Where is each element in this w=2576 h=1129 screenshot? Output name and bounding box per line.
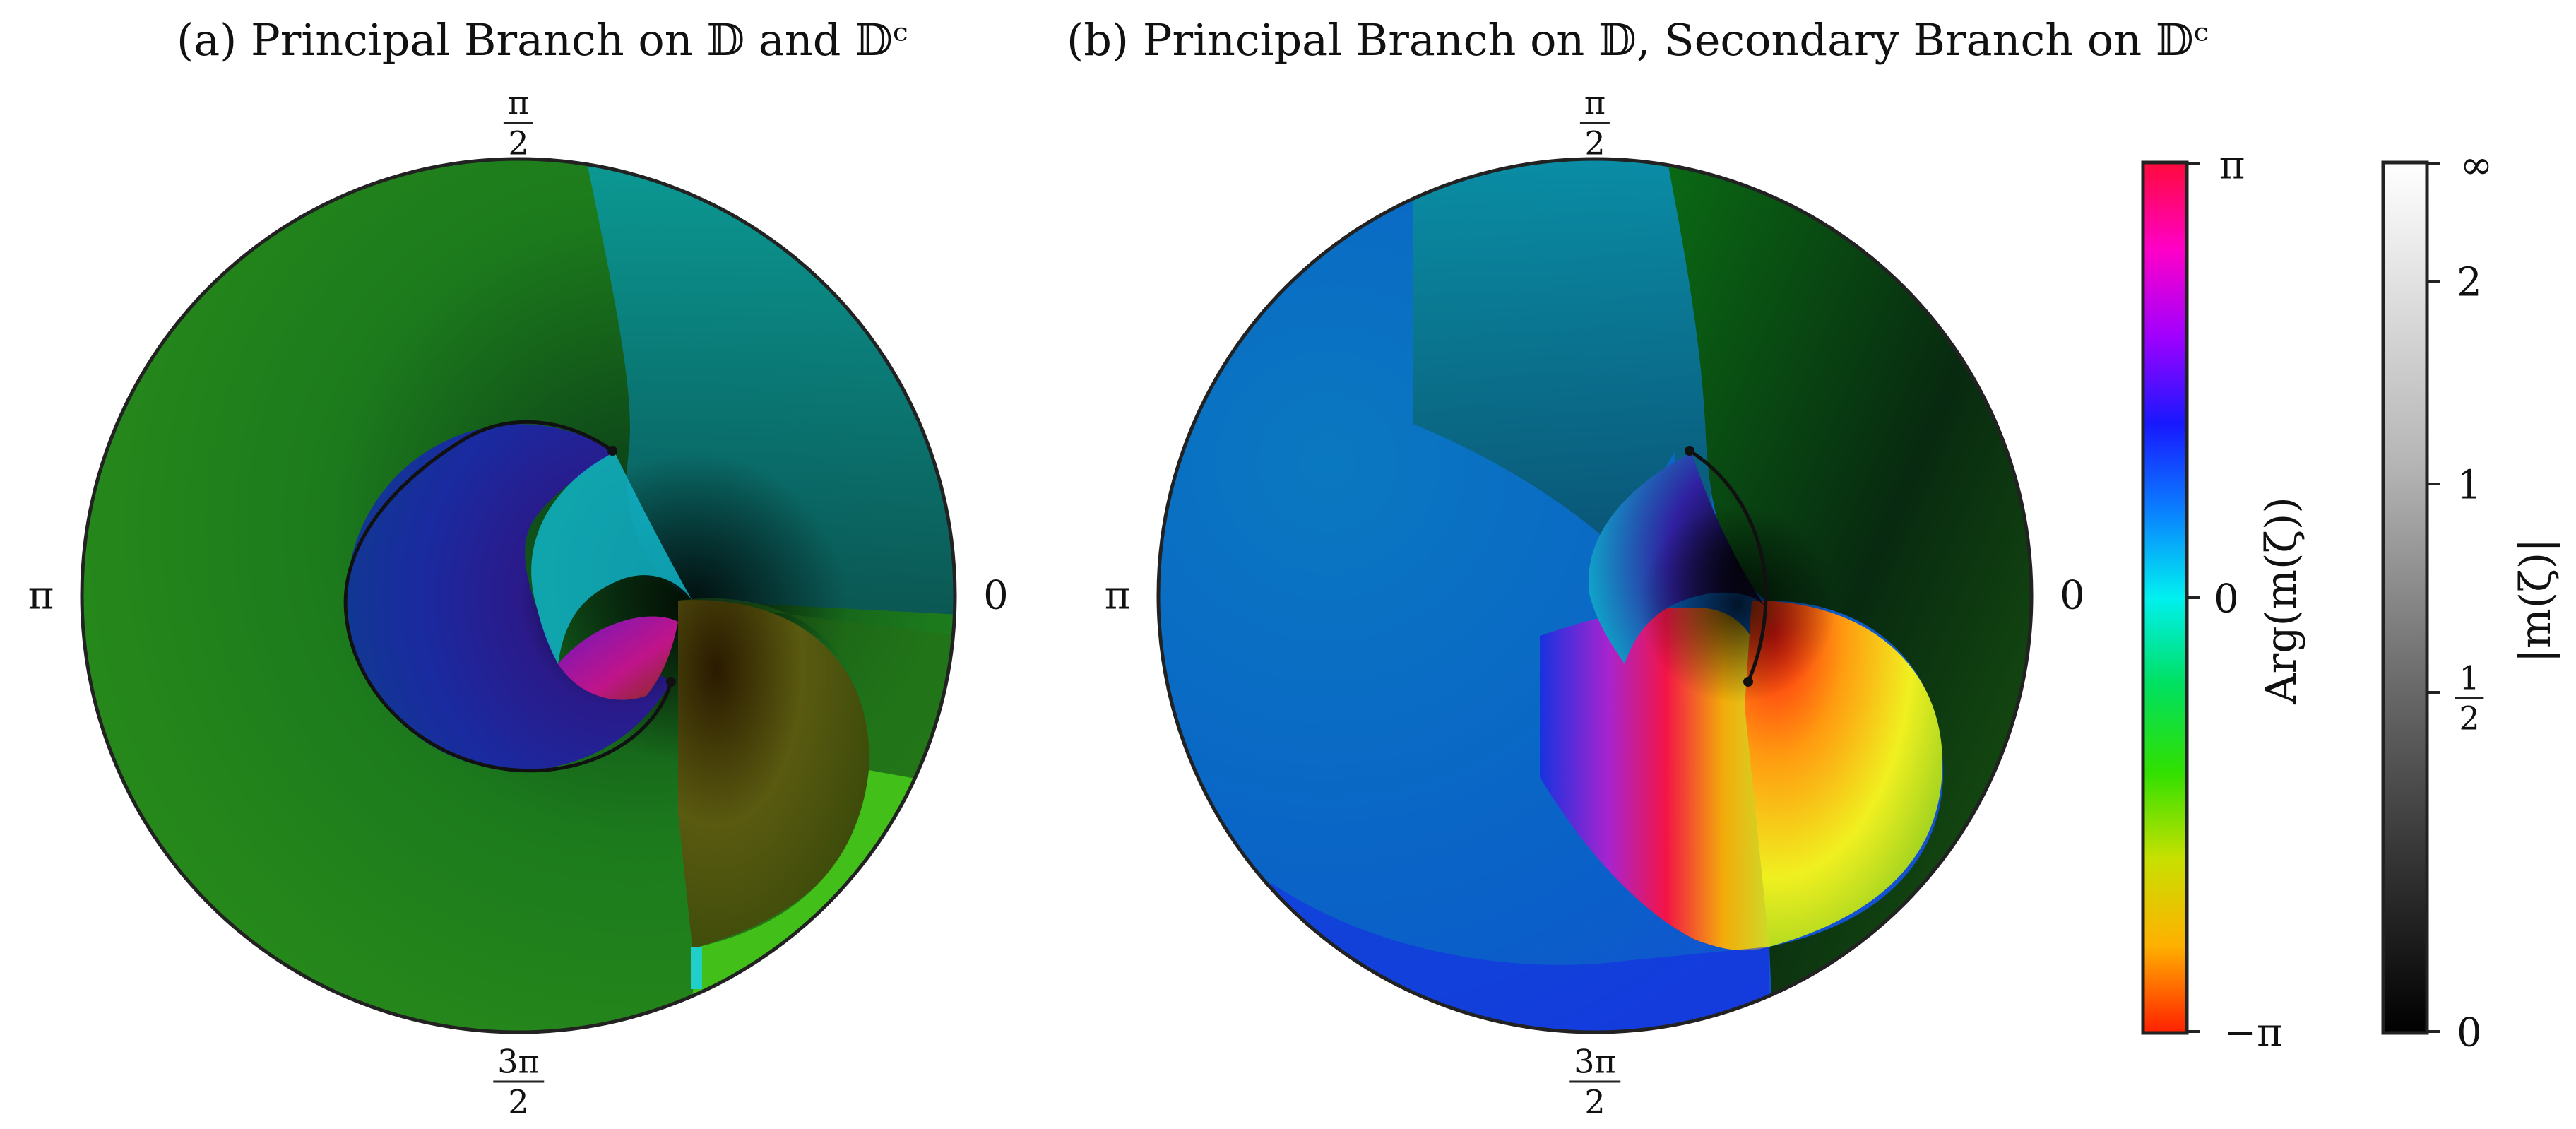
panel-b-curve-endpoint	[1685, 446, 1694, 456]
mod-colorbar-label: |m(ζ)|	[2511, 538, 2560, 663]
panel-a-boundary	[80, 157, 957, 1034]
arg-colorbar	[2141, 160, 2189, 1035]
arg-tick-zero: 0	[2214, 576, 2239, 622]
panel-b-branch-curve	[1688, 449, 1768, 682]
panel-b-label-pi: π	[1104, 572, 1131, 619]
mod-tick-two: 2	[2457, 259, 2482, 306]
panel-b-curve-endpoint	[1743, 677, 1753, 687]
panel-a-curve-endpoint	[607, 446, 617, 456]
panel-a-curve-endpoint	[666, 677, 676, 687]
panel-a-label-pi: π	[28, 572, 54, 619]
panel-a-label-three-half-pi: 3π 2	[493, 1037, 544, 1118]
panel-a-disk	[82, 159, 955, 1032]
arg-colorbar-label: Arg(m(ζ))	[2257, 497, 2306, 704]
panel-a-branch-curve	[343, 420, 673, 773]
mod-tick-zero: 0	[2457, 1010, 2482, 1056]
panel-a-label-zero: 0	[983, 572, 1009, 619]
mod-tick-infinity: ∞	[2459, 142, 2493, 189]
panel-b-boundary	[1156, 157, 2034, 1034]
arg-tick-minus-pi: −π	[2224, 1010, 2283, 1056]
mod-tick-one: 1	[2457, 462, 2482, 509]
panel-b-title: (b) Principal Branch on 𝔻, Secondary Bra…	[1067, 14, 2209, 66]
panel-b-label-zero: 0	[2060, 572, 2085, 619]
modulus-colorbar	[2381, 160, 2429, 1035]
panel-b-disk	[1158, 159, 2031, 1032]
arg-tick-pi: π	[2219, 142, 2245, 189]
panel-a-title: (a) Principal Branch on 𝔻 and 𝔻ᶜ	[177, 14, 908, 66]
panel-b-label-three-half-pi: 3π 2	[1569, 1037, 1620, 1118]
